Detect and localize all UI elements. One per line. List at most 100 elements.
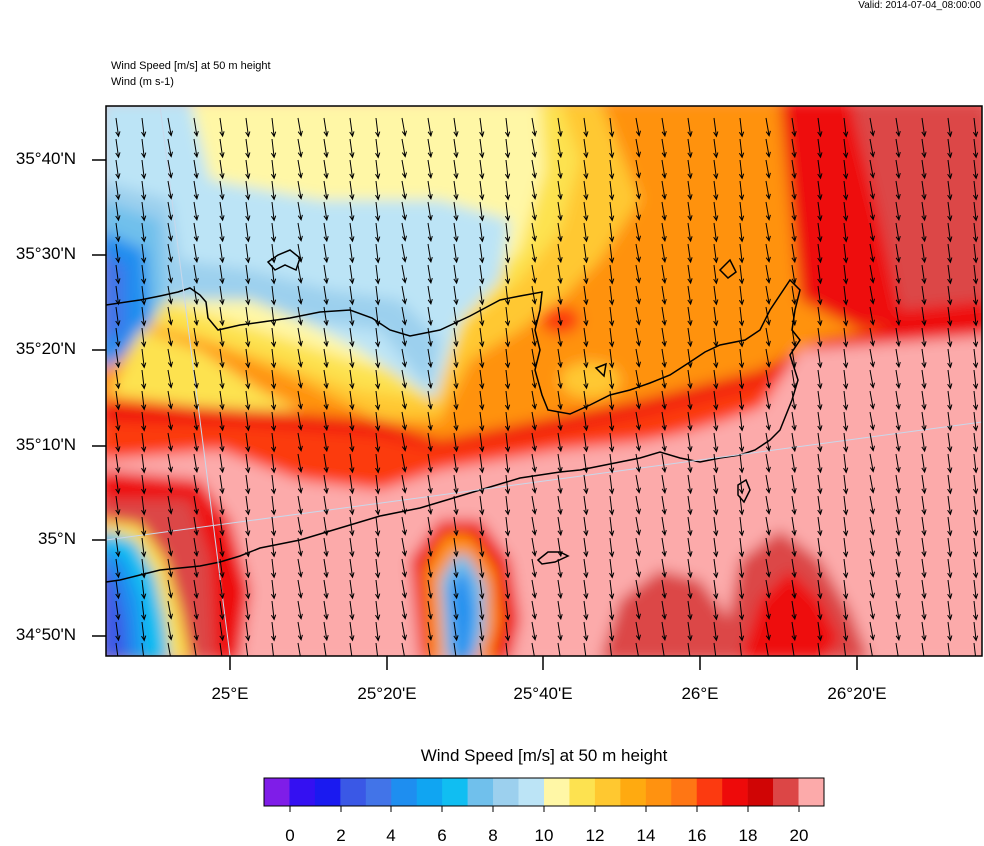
wind-arrow bbox=[869, 453, 875, 473]
wind-arrow bbox=[193, 159, 199, 180]
wind-arrow bbox=[115, 453, 121, 474]
wind-arrow bbox=[635, 159, 641, 179]
wind-arrow bbox=[349, 579, 355, 600]
wind-arrow bbox=[972, 306, 979, 327]
wind-arrow bbox=[921, 180, 927, 201]
wind-arrow bbox=[713, 117, 719, 138]
wind-arrow bbox=[453, 390, 459, 411]
wind-arrow bbox=[245, 327, 251, 348]
wind-arrow bbox=[609, 621, 615, 642]
wind-arrow bbox=[479, 264, 485, 285]
wind-arrow bbox=[375, 159, 381, 180]
wind-arrow bbox=[895, 642, 900, 656]
wind-arrow bbox=[219, 180, 225, 201]
wind-arrow bbox=[219, 390, 225, 411]
wind-arrow bbox=[738, 117, 745, 138]
wind-arrow bbox=[270, 390, 277, 411]
wind-arrow bbox=[167, 642, 173, 656]
wind-arrow bbox=[661, 159, 667, 180]
wind-arrow bbox=[609, 642, 613, 656]
wind-arrow bbox=[115, 222, 121, 243]
wind-arrow bbox=[115, 558, 121, 579]
wind-arrow bbox=[401, 285, 407, 305]
wind-arrow bbox=[921, 159, 927, 180]
colorbar-swatch bbox=[671, 778, 698, 806]
wind-arrow bbox=[921, 600, 927, 621]
wind-arrow bbox=[453, 327, 459, 348]
lon-label: 26°E bbox=[681, 684, 719, 703]
wind-arrow bbox=[557, 369, 563, 390]
wind-arrow bbox=[245, 621, 251, 642]
wind-arrow bbox=[765, 474, 771, 494]
wind-arrow bbox=[479, 432, 485, 453]
wind-arrow bbox=[141, 138, 147, 159]
wind-arrow bbox=[947, 621, 953, 642]
wind-arrow bbox=[167, 390, 173, 410]
wind-arrow bbox=[583, 327, 589, 348]
wind-arrow bbox=[869, 222, 875, 242]
wind-arrow bbox=[609, 327, 615, 348]
wind-arrow bbox=[583, 159, 589, 180]
wind-arrow bbox=[609, 201, 615, 222]
wind-arrow bbox=[349, 201, 355, 222]
wind-arrow bbox=[401, 117, 407, 137]
wind-arrow bbox=[713, 411, 719, 432]
wind-arrow bbox=[349, 453, 355, 474]
wind-arrow bbox=[765, 600, 771, 620]
wind-arrow bbox=[687, 516, 693, 537]
wind-arrow bbox=[765, 222, 771, 242]
wind-arrow bbox=[375, 474, 381, 495]
wind-arrow bbox=[817, 264, 823, 285]
wind-arrow bbox=[531, 369, 537, 389]
wind-arrow bbox=[270, 411, 277, 432]
colorbar-label: 18 bbox=[738, 826, 758, 845]
wind-arrow bbox=[141, 180, 147, 201]
wind-arrow bbox=[531, 327, 537, 347]
wind-arrow bbox=[453, 138, 459, 159]
wind-arrow bbox=[557, 516, 563, 537]
wind-arrow bbox=[921, 348, 927, 369]
wind-arrow bbox=[791, 474, 797, 495]
wind-arrow bbox=[635, 453, 641, 473]
wind-arrow bbox=[531, 222, 537, 242]
wind-arrow bbox=[817, 495, 823, 516]
wind-arrow bbox=[323, 369, 329, 390]
wind-arrow bbox=[635, 222, 641, 242]
colorbar-swatch bbox=[645, 778, 672, 806]
wind-arrow bbox=[479, 558, 485, 579]
wind-arrow bbox=[947, 390, 953, 411]
plot-title: Wind Speed [m/s] at 50 m height bbox=[111, 60, 271, 72]
wind-arrow bbox=[895, 558, 901, 579]
wind-arrow bbox=[843, 600, 849, 621]
wind-arrow bbox=[713, 222, 719, 243]
wind-arrow bbox=[349, 180, 355, 201]
wind-arrow bbox=[453, 432, 459, 453]
wind-arrow bbox=[245, 453, 251, 474]
wind-arrow bbox=[323, 285, 329, 306]
wind-arrow bbox=[609, 348, 615, 369]
map-frame bbox=[105, 105, 983, 657]
wind-arrow bbox=[245, 201, 251, 222]
wind-arrow bbox=[245, 348, 251, 369]
wind-arrow bbox=[375, 411, 381, 432]
wind-arrow bbox=[323, 264, 329, 285]
wind-arrow bbox=[972, 432, 979, 453]
wind-arrow bbox=[895, 474, 901, 495]
wind-arrow bbox=[739, 642, 742, 656]
wind-arrow bbox=[349, 327, 355, 348]
wind-arrow bbox=[843, 558, 849, 579]
wind-arrow bbox=[479, 180, 485, 201]
wind-arrow bbox=[270, 516, 277, 537]
wind-arrow bbox=[453, 642, 457, 656]
wind-arrow bbox=[947, 285, 953, 306]
wind-arrow bbox=[817, 285, 823, 306]
wind-arrow bbox=[427, 642, 432, 656]
wind-arrow bbox=[453, 285, 459, 306]
wind-arrow bbox=[661, 621, 667, 642]
wind-arrow bbox=[817, 201, 823, 222]
wind-arrow bbox=[531, 243, 537, 263]
wind-arrow bbox=[791, 516, 797, 537]
wind-arrow bbox=[972, 285, 979, 306]
wind-arrow bbox=[661, 117, 667, 138]
colorbar-label: 8 bbox=[488, 826, 498, 845]
